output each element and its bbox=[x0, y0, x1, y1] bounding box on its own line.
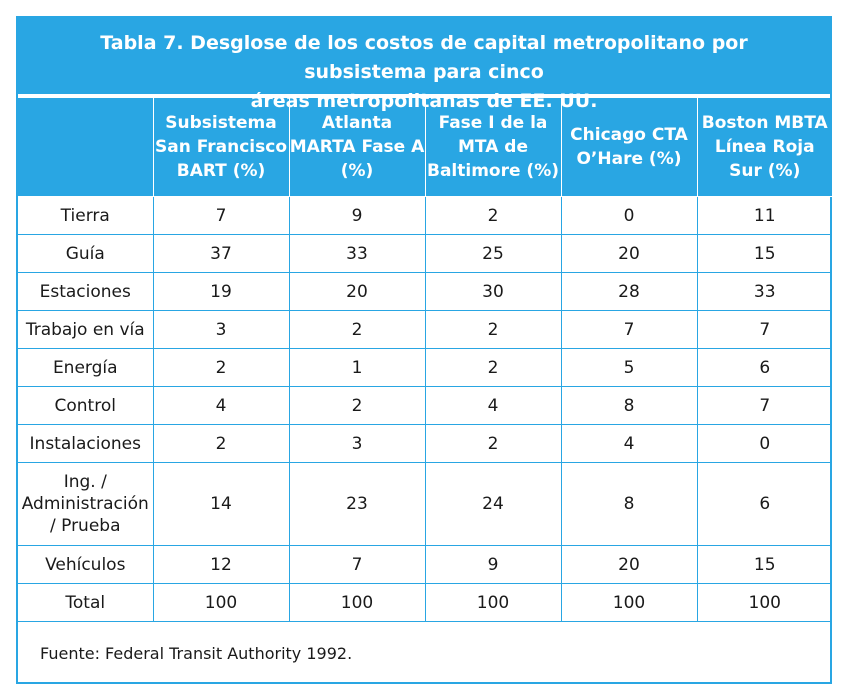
table-row: Vehículos 12 7 9 20 15 bbox=[18, 545, 832, 584]
table-cell: 2 bbox=[424, 310, 562, 349]
header-cell-empty bbox=[18, 98, 154, 197]
table-cell: 100 bbox=[560, 583, 698, 622]
header-cell-boston: Boston MBTA Línea Roja Sur (%) bbox=[696, 98, 832, 197]
table-cell: 14 bbox=[152, 462, 290, 546]
table-cell: 9 bbox=[424, 545, 562, 584]
table-cell: 2 bbox=[424, 424, 562, 463]
table-cell: 23 bbox=[288, 462, 426, 546]
table-cell: 1 bbox=[288, 348, 426, 387]
table-cell: 15 bbox=[696, 234, 832, 273]
table-cell: 28 bbox=[560, 272, 698, 311]
table-cell: 3 bbox=[152, 310, 290, 349]
table-cell: 15 bbox=[696, 545, 832, 584]
table-row: Instalaciones 2 3 2 4 0 bbox=[18, 424, 832, 463]
table-cell: 0 bbox=[560, 196, 698, 235]
table-cell: 11 bbox=[696, 196, 832, 235]
table-cell: 2 bbox=[424, 348, 562, 387]
table-cell: 7 bbox=[560, 310, 698, 349]
row-label: Vehículos bbox=[18, 545, 154, 584]
table-cell: 100 bbox=[424, 583, 562, 622]
table-row: Control 4 2 4 8 7 bbox=[18, 386, 832, 425]
table-cell: 100 bbox=[696, 583, 832, 622]
cost-table: Subsistema San Francisco BART (%) Atlant… bbox=[18, 98, 832, 622]
header-row: Subsistema San Francisco BART (%) Atlant… bbox=[18, 98, 832, 197]
table-row: Estaciones 19 20 30 28 33 bbox=[18, 272, 832, 311]
table-cell: 0 bbox=[696, 424, 832, 463]
table-cell: 100 bbox=[288, 583, 426, 622]
table-row: Total 100 100 100 100 100 bbox=[18, 583, 832, 622]
table-cell: 2 bbox=[152, 348, 290, 387]
header-cell-bart: Subsistema San Francisco BART (%) bbox=[152, 98, 290, 197]
table-cell: 12 bbox=[152, 545, 290, 584]
table-cell: 20 bbox=[560, 234, 698, 273]
table-cell: 2 bbox=[288, 386, 426, 425]
table-row: Ing. / Administración / Prueba 14 23 24 … bbox=[18, 462, 832, 546]
table-cell: 7 bbox=[696, 310, 832, 349]
table-cell: 3 bbox=[288, 424, 426, 463]
row-label: Ing. / Administración / Prueba bbox=[18, 462, 154, 546]
table-cell: 4 bbox=[560, 424, 698, 463]
table-cell: 2 bbox=[288, 310, 426, 349]
header-cell-marta: Atlanta MARTA Fase A (%) bbox=[288, 98, 426, 197]
table-cell: 25 bbox=[424, 234, 562, 273]
row-label: Tierra bbox=[18, 196, 154, 235]
table-cell: 20 bbox=[560, 545, 698, 584]
table-cell: 2 bbox=[152, 424, 290, 463]
source-note: Fuente: Federal Transit Authority 1992. bbox=[40, 644, 353, 663]
row-label: Guía bbox=[18, 234, 154, 273]
table-title: Tabla 7. Desglose de los costos de capit… bbox=[18, 18, 830, 112]
table-cell: 24 bbox=[424, 462, 562, 546]
row-label: Instalaciones bbox=[18, 424, 154, 463]
table-cell: 7 bbox=[696, 386, 832, 425]
header-cell-chicago: Chicago CTA O’Hare (%) bbox=[560, 98, 698, 197]
row-label: Energía bbox=[18, 348, 154, 387]
table-cell: 30 bbox=[424, 272, 562, 311]
table-frame: Tabla 7. Desglose de los costos de capit… bbox=[16, 16, 832, 684]
table-cell: 4 bbox=[152, 386, 290, 425]
table-cell: 6 bbox=[696, 348, 832, 387]
table-cell: 7 bbox=[288, 545, 426, 584]
header-cell-baltimore: Fase I de la MTA de Baltimore (%) bbox=[424, 98, 562, 197]
table-cell: 37 bbox=[152, 234, 290, 273]
table-cell: 4 bbox=[424, 386, 562, 425]
table-cell: 33 bbox=[696, 272, 832, 311]
table-cell: 6 bbox=[696, 462, 832, 546]
row-label: Control bbox=[18, 386, 154, 425]
table-cell: 9 bbox=[288, 196, 426, 235]
table-row: Guía 37 33 25 20 15 bbox=[18, 234, 832, 273]
title-line-2: áreas metropolitanas de EE. UU. bbox=[250, 90, 598, 112]
table-cell: 100 bbox=[152, 583, 290, 622]
table-cell: 20 bbox=[288, 272, 426, 311]
table-cell: 8 bbox=[560, 462, 698, 546]
row-label: Total bbox=[18, 583, 154, 622]
table-row: Tierra 7 9 2 0 11 bbox=[18, 196, 832, 235]
table-cell: 8 bbox=[560, 386, 698, 425]
table-cell: 33 bbox=[288, 234, 426, 273]
table-cell: 7 bbox=[152, 196, 290, 235]
row-label: Estaciones bbox=[18, 272, 154, 311]
title-line-1: Tabla 7. Desglose de los costos de capit… bbox=[100, 32, 748, 83]
table-row: Trabajo en vía 3 2 2 7 7 bbox=[18, 310, 832, 349]
table-cell: 2 bbox=[424, 196, 562, 235]
table-row: Energía 2 1 2 5 6 bbox=[18, 348, 832, 387]
table-cell: 19 bbox=[152, 272, 290, 311]
table-cell: 5 bbox=[560, 348, 698, 387]
row-label: Trabajo en vía bbox=[18, 310, 154, 349]
